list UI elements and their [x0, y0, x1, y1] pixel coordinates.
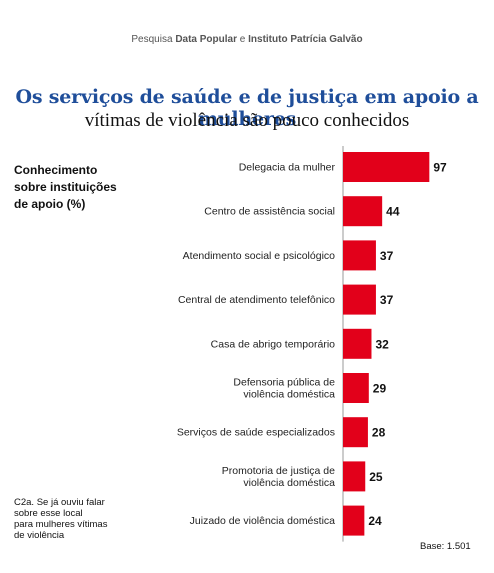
- source-org-data-popular: Data Popular: [175, 34, 237, 45]
- note-line: para mulheres vítimas: [14, 519, 108, 530]
- source-prefix: Pesquisa: [131, 34, 176, 45]
- bar-value-label: 37: [380, 249, 394, 263]
- side-label-line: de apoio (%): [14, 197, 86, 211]
- chart-subtitle: vítimas de violência são pouco conhecido…: [84, 110, 410, 131]
- bar-value-label: 29: [373, 382, 387, 396]
- bar-value-label: 24: [368, 514, 382, 528]
- category-label: Casa de abrigo temporário: [211, 338, 335, 350]
- category-label: Defensoria pública de: [233, 377, 335, 389]
- bar-value-label: 44: [386, 205, 400, 219]
- category-label: Central de atendimento telefônico: [178, 294, 335, 306]
- source-line: Pesquisa Data Popular e Instituto Patríc…: [0, 34, 494, 45]
- bar: [343, 417, 368, 448]
- bar-value-label: 37: [380, 293, 394, 307]
- side-label-line: sobre instituições: [14, 180, 117, 194]
- category-label: Serviços de saúde especializados: [177, 427, 335, 439]
- question-note: C2a. Se já ouviu falar sobre esse local …: [14, 497, 134, 541]
- side-label-line: Conhecimento: [14, 163, 98, 177]
- category-label: Centro de assistência social: [204, 206, 335, 218]
- bar: [343, 284, 376, 315]
- bar: [343, 373, 369, 403]
- category-label: Promotoria de justiça de: [222, 465, 335, 477]
- bar: [343, 240, 376, 271]
- bar-value-label: 25: [369, 470, 383, 484]
- bar-value-label: 32: [375, 337, 389, 351]
- category-label: Delegacia da mulher: [239, 162, 336, 174]
- bar: [343, 152, 430, 182]
- note-line: de violência: [14, 530, 65, 541]
- chart-title: Os serviços de saúde e de justiça em apo…: [15, 86, 479, 130]
- category-label: Juizado de violência doméstica: [190, 515, 335, 527]
- side-label: Conhecimento sobre instituições de apoio…: [14, 162, 124, 213]
- bar-value-label: 97: [433, 161, 447, 175]
- source-conjunction: e: [237, 34, 249, 45]
- category-label: violência doméstica: [243, 477, 335, 489]
- bar-value-label: 28: [372, 426, 386, 440]
- bar: [343, 461, 366, 492]
- note-line: C2a. Se já ouviu falar: [14, 497, 105, 508]
- category-label: Atendimento social e psicológico: [183, 250, 335, 262]
- bar: [343, 328, 372, 359]
- bar: [343, 505, 365, 536]
- base-note: Base: 1.501: [420, 541, 471, 552]
- note-line: sobre esse local: [14, 508, 83, 519]
- category-label: violência doméstica: [243, 389, 335, 401]
- source-org-patricia-galvao: Instituto Patrícia Galvão: [248, 34, 363, 45]
- bar: [343, 196, 383, 227]
